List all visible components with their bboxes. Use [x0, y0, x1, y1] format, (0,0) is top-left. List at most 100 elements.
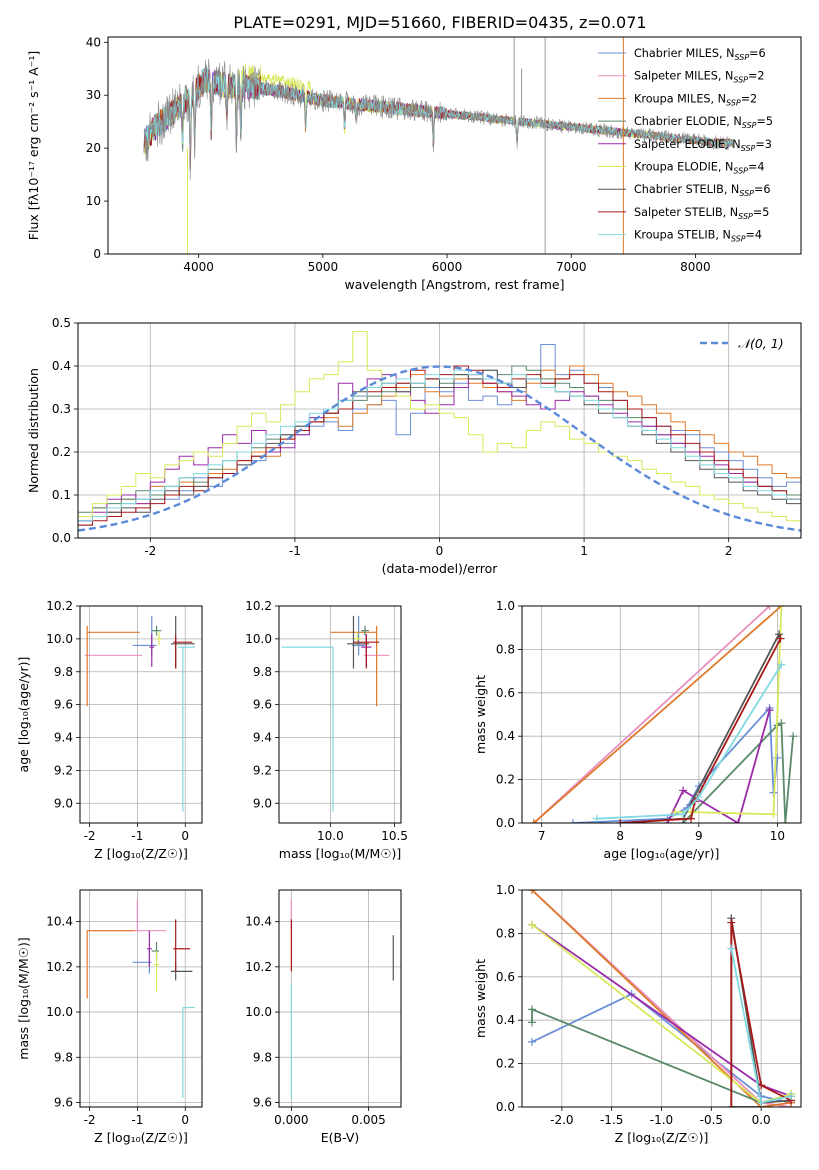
chart-mass_weight_vs_z: -2.0 -1.5 -1.0 -0.5 0.0 0.0 0.2 0.4 0.6 0.8 1.0 Z [… [473, 883, 802, 1145]
chart-age_vs_mass: 10.0 10.5 9.0 9.2 9.4 9.6 9.8 10.0 10.2 mass [log… [245, 599, 408, 861]
y-tick-label: 9.8 [54, 665, 73, 679]
weight-point [527, 890, 536, 894]
x-axis-label: Z [log₁₀(Z/Z☉)] [94, 1130, 188, 1145]
x-tick-label: -1 [131, 1113, 143, 1127]
y-axis-label: mass [log₁₀(M/M☉)] [16, 937, 31, 1059]
histogram-series [78, 331, 801, 538]
x-tick-label: 8 [616, 829, 624, 843]
x-axis-label: (data-model)/error [382, 561, 499, 576]
legend-label: 𝒩(0, 1) [738, 336, 784, 351]
weight-point [765, 606, 774, 610]
axes-frame [278, 605, 402, 824]
weight-point [694, 792, 703, 801]
plot-area-spectrum [143, 37, 734, 254]
y-tick-label: 9.8 [253, 665, 272, 679]
y-tick-label: 10.0 [245, 1005, 272, 1019]
y-axis-label: mass weight [473, 959, 488, 1038]
chart-mass_weight_vs_age: 7 8 9 10 0.0 0.2 0.4 0.6 0.8 1.0 age [log₁₀(age/yr… [473, 599, 802, 861]
weight-point [777, 606, 786, 610]
x-tick-label: 2 [725, 544, 733, 558]
y-axis-label: mass weight [473, 675, 488, 754]
x-tick-label: 0 [181, 829, 189, 843]
plot-area-mass_weight_vs_age [529, 606, 798, 823]
y-tick-label: 9.6 [54, 1095, 73, 1109]
chart-spectrum: 4000 5000 6000 7000 8000 0 10 20 30 40 wavelength … [26, 35, 802, 292]
y-tick-label: 0 [93, 247, 101, 261]
y-tick-label: 0.6 [496, 970, 515, 984]
x-tick-label: 7 [538, 829, 546, 843]
y-tick-label: 9.0 [253, 796, 272, 810]
histogram-series [78, 369, 801, 538]
y-tick-label: 9.2 [253, 763, 272, 777]
weight-point [616, 819, 625, 823]
y-tick-label: 20 [86, 141, 101, 155]
y-tick-label: 0.4 [496, 1013, 515, 1027]
y-tick-label: 1.0 [496, 883, 515, 897]
spectrum-line [143, 58, 733, 181]
y-tick-label: 9.6 [54, 698, 73, 712]
plot-area-residual_histogram [78, 331, 801, 538]
y-tick-label: 0.0 [496, 816, 515, 830]
plot-area-mass_vs_z [86, 899, 195, 1098]
weight-point [527, 1018, 536, 1027]
x-tick-label: 0.000 [274, 1113, 308, 1127]
axes-frame [77, 322, 802, 539]
weight-point [773, 753, 782, 762]
y-tick-label: 9.2 [54, 763, 73, 777]
plot-area-mass_weight_vs_z [527, 890, 796, 1107]
weight-point [527, 1037, 536, 1046]
y-tick-label: 0.8 [496, 926, 515, 940]
x-tick-label: 4000 [183, 260, 214, 274]
weight-point [734, 819, 743, 823]
weight-point [776, 634, 785, 643]
y-tick-label: 10.4 [245, 915, 272, 929]
y-tick-label: 9.6 [253, 1095, 272, 1109]
x-tick-label: 0 [436, 544, 444, 558]
weight-point [774, 630, 783, 639]
weight-point [757, 1098, 766, 1107]
y-tick-label: 9.4 [54, 731, 73, 745]
weight-series [730, 922, 792, 1107]
y-tick-label: 0.8 [496, 642, 515, 656]
y-tick-label: 10.2 [46, 960, 73, 974]
y-tick-label: 10 [86, 194, 101, 208]
weight-point [527, 1005, 536, 1014]
y-axis-label: Flux [fλ10⁻¹⁷ erg cm⁻² s⁻¹ A⁻¹] [26, 51, 41, 240]
legend-label: Kroupa ELODIE, NSSP=4 [634, 161, 765, 176]
weight-series [531, 890, 792, 1107]
x-tick-label: 0.005 [351, 1113, 385, 1127]
weight-series [596, 664, 783, 820]
histogram-series [78, 365, 801, 538]
gaussian-curve [78, 365, 801, 532]
chart-mass_vs_ebv: 0.000 0.005 9.6 9.8 10.0 10.2 10.4 E(B-V) [245, 889, 402, 1145]
y-tick-label: 9.8 [54, 1050, 73, 1064]
legend-label: Salpeter MILES, NSSP=2 [634, 70, 765, 85]
y-tick-label: 0.0 [496, 1100, 515, 1114]
legend-label: Kroupa MILES, NSSP=2 [634, 92, 757, 107]
legend: Chabrier MILES, NSSP=6 Salpeter MILES, NS… [598, 47, 773, 244]
x-tick-label: 1 [580, 544, 588, 558]
y-tick-label: 9.6 [253, 698, 272, 712]
x-tick-label: 10.5 [381, 829, 408, 843]
y-tick-label: 40 [86, 35, 101, 49]
plot-area-mass_vs_ebv [290, 899, 394, 1098]
y-tick-label: 0.2 [496, 1057, 515, 1071]
weight-point [679, 810, 688, 819]
y-tick-label: 30 [86, 88, 101, 102]
x-axis-label: Z [log₁₀(Z/Z☉)] [94, 846, 188, 861]
x-axis-label: E(B-V) [321, 1130, 360, 1145]
weight-point [686, 814, 695, 823]
weight-point [781, 819, 790, 823]
y-tick-label: 9.4 [253, 731, 272, 745]
chart-mass_vs_z: -2 -1 0 9.6 9.8 10.0 10.2 10.4 Z [log₁₀(Z/Z☉)] ma… [16, 889, 203, 1145]
axes-frame [79, 889, 203, 1108]
weight-point [769, 810, 778, 819]
weight-series [533, 606, 771, 823]
x-tick-label: 7000 [556, 260, 587, 274]
y-tick-label: 1.0 [496, 599, 515, 613]
x-axis-label: age [log₁₀(age/yr)] [604, 846, 720, 861]
x-tick-label: -1.5 [600, 1113, 623, 1127]
weight-series [666, 709, 771, 823]
x-tick-label: -0.5 [700, 1113, 723, 1127]
